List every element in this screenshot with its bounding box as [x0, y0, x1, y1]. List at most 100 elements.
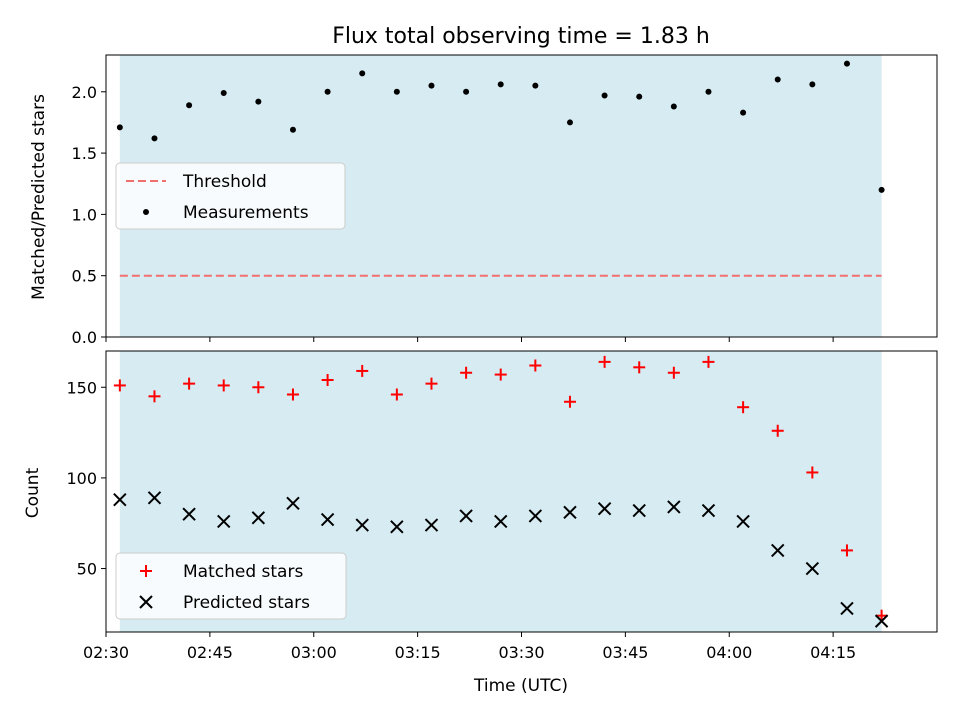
- legend-label: Measurements: [183, 203, 309, 223]
- predicted-star-marker: [771, 543, 785, 558]
- measurement-point: [878, 186, 885, 193]
- matched-star-marker: [425, 377, 438, 390]
- matched-star-marker: [771, 424, 784, 437]
- y-tick-label: 50: [77, 560, 97, 579]
- matched-star-marker: [840, 544, 853, 557]
- chart-title: Flux total observing time = 1.83 h: [332, 24, 710, 49]
- predicted-star-marker: [736, 514, 750, 529]
- predicted-star-marker: [147, 491, 162, 505]
- x-stroke-b: [840, 601, 854, 616]
- x-tick-label: 03:30: [498, 643, 544, 662]
- legend: Threshold Measurements: [115, 162, 346, 230]
- y-tick-label: 0.5: [72, 267, 97, 286]
- measurement-point: [497, 81, 504, 88]
- measurement-point: [186, 102, 193, 109]
- x-stroke-b: [667, 500, 681, 514]
- x-stroke-b: [147, 491, 162, 505]
- matched-star-marker: [460, 366, 473, 379]
- legend: Matched stars Predicted stars: [115, 552, 347, 620]
- matched-star-marker: [148, 390, 161, 403]
- matched-star-marker: [667, 366, 680, 379]
- x-tick-label: 03:15: [395, 643, 441, 662]
- x-stroke-b: [528, 509, 543, 523]
- predicted-star-marker: [840, 601, 854, 616]
- matched-star-marker: [806, 466, 819, 479]
- predicted-star-marker: [874, 614, 889, 628]
- measurement-point: [289, 126, 296, 133]
- matched-star-marker: [875, 609, 888, 622]
- x-stroke-b: [632, 503, 646, 518]
- predicted-star-marker: [597, 502, 612, 516]
- x-tick-label: 02:45: [187, 643, 233, 662]
- legend-label: Predicted stars: [183, 593, 310, 613]
- measurement-point: [636, 93, 643, 100]
- x-tick-label: 04:15: [810, 643, 856, 662]
- x-stroke-b: [424, 518, 439, 532]
- matched-star-marker: [702, 355, 715, 368]
- predicted-star-marker: [217, 514, 231, 529]
- x-stroke-b: [563, 505, 577, 520]
- matched-star-marker: [390, 388, 403, 401]
- top-panel: 0.0 0.5 1.0 1.5 2.0 Threshold Measurements: [72, 54, 938, 347]
- matched-star-marker: [633, 361, 646, 374]
- x-axis-label: Time (UTC): [473, 676, 568, 696]
- x-stroke-b: [874, 614, 889, 628]
- x-tick-label: 04:00: [706, 643, 752, 662]
- matched-star-marker: [286, 388, 299, 401]
- matched-star-marker: [252, 381, 265, 394]
- measurement-point: [324, 88, 331, 95]
- x-stroke-b: [217, 514, 231, 529]
- x-tick-label: 02:30: [83, 643, 129, 662]
- measurement-point: [428, 82, 435, 89]
- measurement-point: [774, 76, 781, 83]
- predicted-star-marker: [286, 496, 300, 510]
- y-tick-label: 2.0: [72, 83, 97, 102]
- axes-frame: [105, 54, 938, 338]
- x-stroke-b: [390, 520, 404, 534]
- matched-star-marker: [494, 368, 507, 381]
- predicted-star-marker: [113, 492, 127, 507]
- x-stroke-b: [251, 511, 266, 525]
- predicted-star-marker: [667, 500, 681, 514]
- axes-frame: [105, 350, 938, 633]
- predicted-star-marker: [320, 512, 335, 527]
- y-tick-label: 0.0: [72, 328, 97, 347]
- matched-star-marker: [563, 395, 576, 408]
- legend-label: Threshold: [182, 172, 267, 192]
- bottom-panel: 50 100 150 02:30 02:45 03:00 03:15 03:30 03:45 04…: [66, 350, 938, 662]
- predicted-star-marker: [528, 509, 543, 523]
- legend-box: [115, 552, 347, 620]
- legend-label: Matched stars: [183, 562, 303, 582]
- x-stroke-b: [320, 512, 335, 527]
- measurement-point: [705, 88, 712, 95]
- legend-measurement-swatch: [143, 209, 149, 215]
- matched-star-marker: [356, 364, 369, 377]
- y-tick-label: 100: [66, 469, 97, 488]
- measurement-point: [359, 70, 366, 77]
- x-stroke-b: [736, 514, 750, 529]
- predicted-star-marker: [355, 518, 369, 532]
- x-stroke-b: [494, 514, 508, 529]
- predicted-star-marker: [563, 505, 577, 520]
- predicted-star-marker: [701, 503, 716, 518]
- x-stroke-b: [113, 492, 127, 507]
- measurement-point: [843, 60, 850, 67]
- measurement-point: [566, 119, 573, 126]
- bottom-y-axis-label: Count: [23, 467, 43, 518]
- predicted-star-marker: [424, 518, 439, 532]
- measurement-point: [809, 81, 816, 88]
- measurement-point: [393, 88, 400, 95]
- legend-x-b: [139, 595, 153, 609]
- x-stroke-b: [286, 496, 300, 510]
- top-y-axis-label: Matched/Predicted stars: [29, 94, 49, 300]
- x-stroke-b: [182, 507, 196, 521]
- predicted-star-marker: [182, 507, 196, 521]
- y-tick-label: 1.0: [72, 205, 97, 224]
- predicted-star-marker: [251, 511, 266, 525]
- measurement-point: [151, 135, 158, 142]
- matched-star-marker: [183, 377, 196, 390]
- x-stroke-b: [701, 503, 716, 518]
- predicted-star-marker: [459, 509, 473, 523]
- y-tick-label: 150: [66, 378, 97, 397]
